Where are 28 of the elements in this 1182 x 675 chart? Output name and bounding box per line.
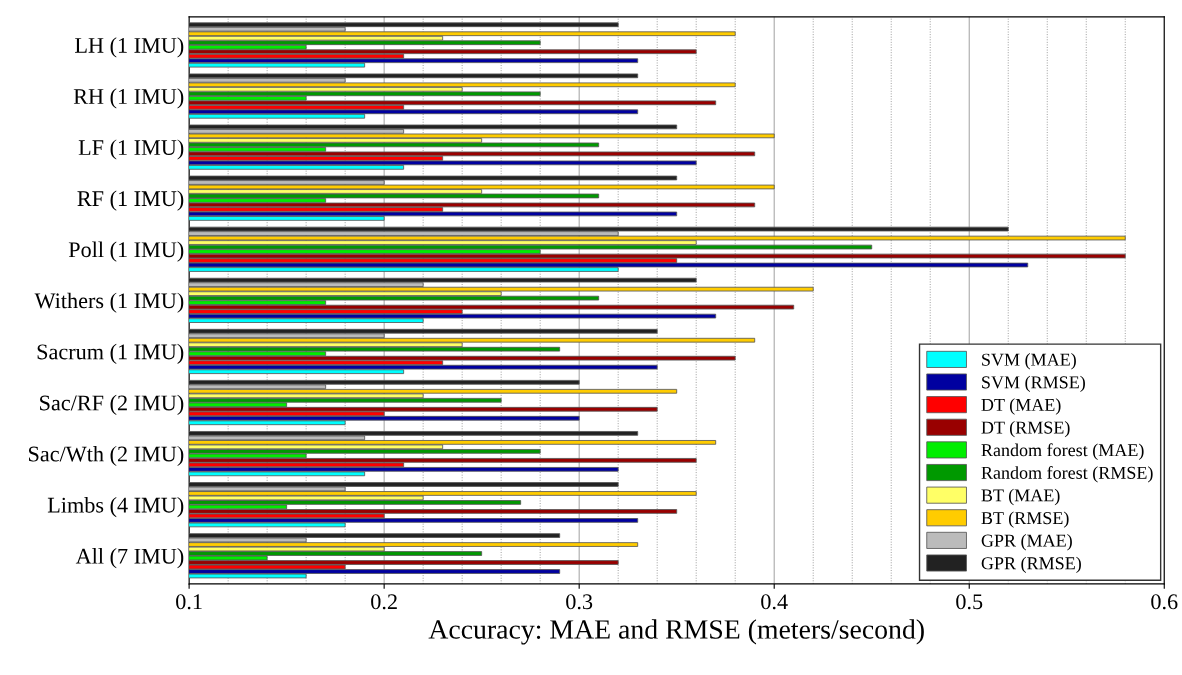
y-tick-label: RH (1 IMU) xyxy=(73,88,184,109)
legend-label: DT (MAE) xyxy=(981,398,1061,415)
x-tick-label: 0.1 xyxy=(176,594,202,610)
y-tick-label: Sacrum (1 IMU) xyxy=(37,343,184,364)
x-tick-label: 0.2 xyxy=(371,594,397,610)
y-tick-label: LH (1 IMU) xyxy=(75,37,184,58)
y-tick-label: LF (1 IMU) xyxy=(78,139,184,160)
legend-label: SVM (MAE) xyxy=(982,353,1076,370)
y-tick-label: All (7 IMU) xyxy=(75,548,184,569)
legend-label: SVM (RMSE) xyxy=(982,375,1085,393)
legend-label: BT (RMSE) xyxy=(981,511,1069,528)
x-axis-title: Accuracy: MAE and RMSE (meters/second) xyxy=(428,619,924,645)
legend-label: GPR (RMSE) xyxy=(981,556,1081,574)
y-tick-label: Withers (1 IMU) xyxy=(34,292,184,313)
legend-label: DT (RMSE) xyxy=(981,420,1070,438)
y-tick-label: RF (1 IMU) xyxy=(77,190,184,211)
x-tick-label: 0.5 xyxy=(956,594,983,610)
y-tick-label: Sac/RF (2 IMU) xyxy=(40,394,184,415)
x-tick-label: 0.4 xyxy=(761,594,788,610)
legend-label: Random forest (RMSE) xyxy=(981,465,1153,483)
legend-label: Random forest (MAE) xyxy=(981,443,1144,460)
legend-label: GPR (MAE) xyxy=(981,534,1072,551)
y-tick-label: Sac/Wth (2 IMU) xyxy=(29,445,184,467)
y-tick-label: Limbs (4 IMU) xyxy=(47,496,184,518)
x-tick-label: 0.3 xyxy=(566,594,593,610)
x-tick-label: 0.6 xyxy=(1151,594,1178,610)
legend-label: BT (MAE) xyxy=(981,488,1060,506)
y-tick-label: Poll (1 IMU) xyxy=(68,241,184,262)
